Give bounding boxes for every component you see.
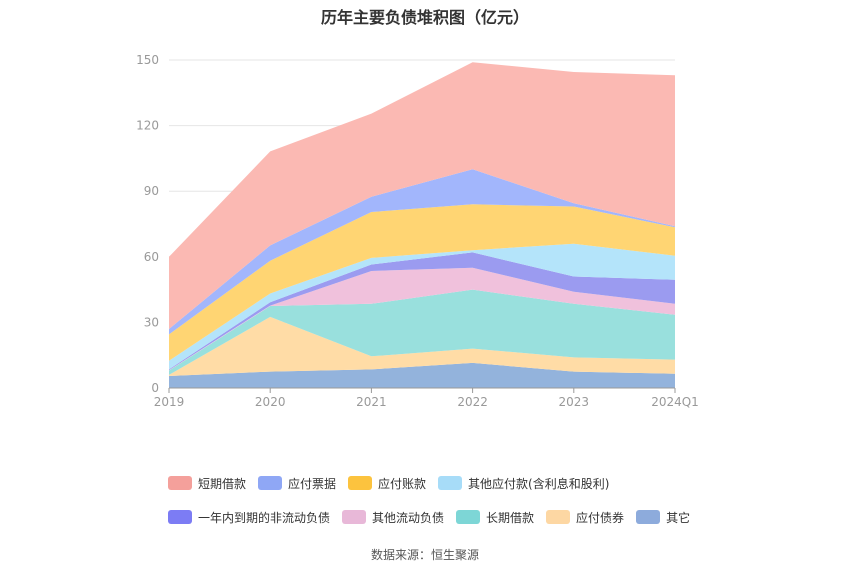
legend-item[interactable]: 一年内到期的非流动负债 [168,509,330,526]
area-series [169,62,675,329]
legend-swatch [348,476,373,490]
legend-row: 一年内到期的非流动负债 其他流动负债 长期借款 应付债券 其它 [168,506,768,528]
area-series [169,362,675,388]
legend-item[interactable]: 其他应付款(含利息和股利) [438,475,609,492]
legend-label: 应付账款 [378,476,427,491]
legend-swatch [168,510,192,524]
area-series [169,252,675,371]
legend-item[interactable]: 应付债券 [546,509,624,526]
legend-item[interactable]: 应付账款 [348,475,426,492]
x-tick-label: 2020 [255,395,286,409]
legend-row: 短期借款 应付票据 应付账款 其他应付款(含利息和股利) [168,472,768,494]
legend-swatch [168,476,192,490]
legend-item[interactable]: 短期借款 [168,475,246,492]
legend-swatch [258,476,283,490]
x-tick-label: 2022 [457,395,488,409]
legend-swatch [342,510,367,524]
y-tick-label: 120 [136,119,159,133]
y-tick-label: 0 [151,381,159,395]
legend-item[interactable]: 长期借款 [456,509,534,526]
legend-label: 应付票据 [288,476,337,491]
legend-swatch [636,510,661,524]
legend-item[interactable]: 其它 [636,509,690,526]
area-series [169,169,675,335]
legend-label: 一年内到期的非流动负债 [198,510,331,525]
x-tick-label: 2021 [356,395,387,409]
data-source-note: 数据来源：恒生聚源 [370,548,479,562]
legend-swatch [456,510,481,524]
area-series [169,204,675,361]
area-series [169,267,675,371]
y-tick-label: 90 [144,184,159,198]
legend-label: 其他流动负债 [372,510,445,525]
legend-label: 长期借款 [486,510,535,525]
x-tick-label: 2019 [154,395,185,409]
y-tick-label: 60 [144,250,159,264]
legend-swatch [438,476,463,490]
legend-swatch [546,510,571,524]
chart-legend: 短期借款 应付票据 应付账款 其他应付款(含利息和股利) 一年内到期的非流动负债 其他流动… [168,472,768,540]
x-tick-label: 2023 [559,395,590,409]
x-tick-label: 2024Q1 [651,395,699,409]
area-series [169,243,675,370]
y-tick-label: 150 [136,53,159,67]
area-series [169,289,675,375]
y-tick-label: 30 [144,315,159,329]
legend-label: 短期借款 [198,476,247,491]
area-series [169,316,675,376]
legend-item[interactable]: 其他流动负债 [342,509,444,526]
legend-label: 其它 [666,510,691,525]
chart-title: 历年主要负债堆积图（亿元） [320,8,529,27]
legend-label: 应付债券 [576,510,625,525]
legend-item[interactable]: 应付票据 [258,475,336,492]
legend-label: 其他应付款(含利息和股利) [468,476,610,491]
